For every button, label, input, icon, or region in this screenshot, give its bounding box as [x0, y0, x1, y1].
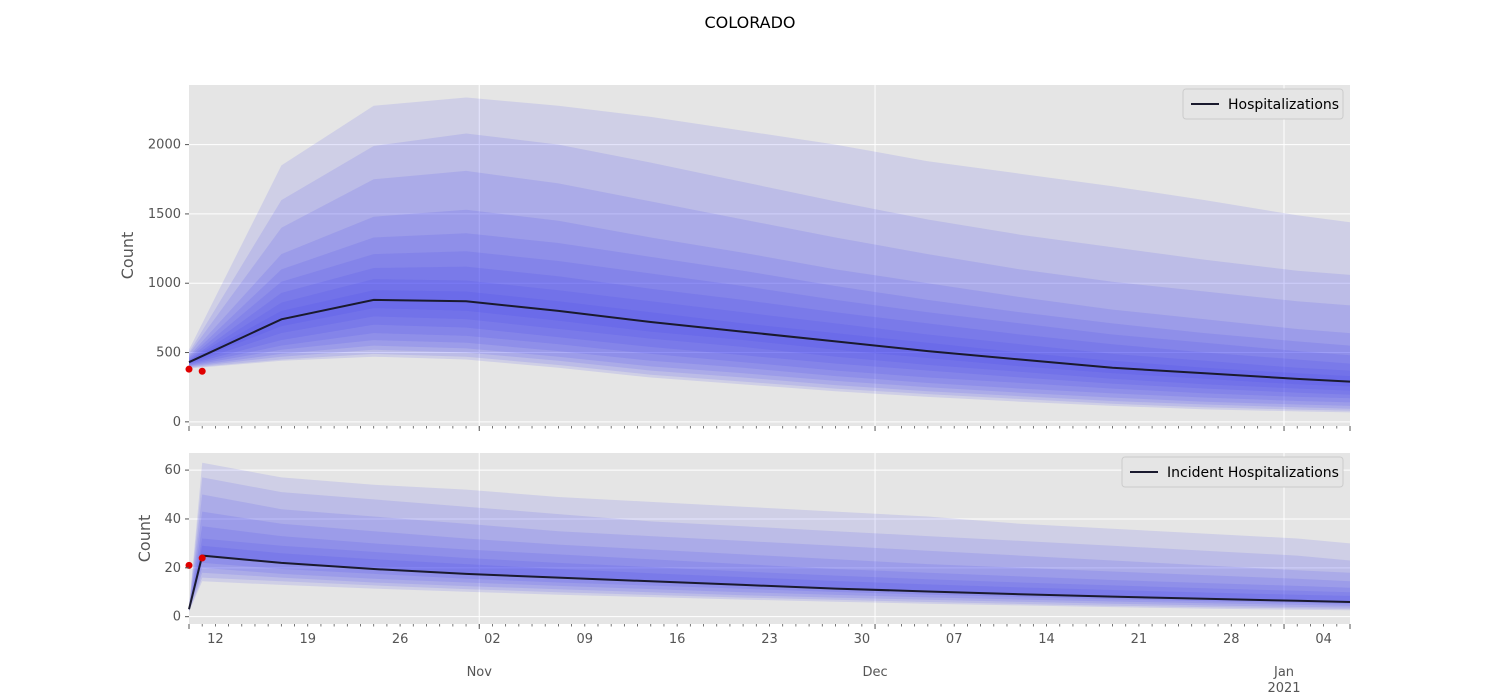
- hospitalizations-band-17: [189, 299, 1350, 413]
- x-day-tick-label-8: 07: [946, 632, 963, 647]
- incident-hospitalizations-band-9: [189, 555, 1350, 611]
- incident-hospitalizations-band-2: [189, 494, 1350, 610]
- figure-title: COLORADO: [704, 13, 795, 32]
- incident-hospitalizations-median-line: [188, 554, 1351, 610]
- hospitalizations-legend-box: [1182, 88, 1344, 120]
- x-day-tick-label-12: 04: [1315, 632, 1332, 647]
- hospitalizations-plot-area: [189, 85, 1350, 426]
- hospitalizations-band-2: [189, 170, 1350, 382]
- incident-hospitalizations-band-10: [189, 555, 1350, 612]
- hospitalizations-band-11: [189, 299, 1350, 395]
- hospitalizations-y-ticks: 0 500 1000 1500 2000: [148, 138, 189, 430]
- hospitalizations-band-6: [189, 266, 1350, 382]
- x-day-tick-label-9: 14: [1038, 632, 1055, 647]
- incident-hospitalizations-band-7: [189, 555, 1350, 610]
- hospitalizations-median-line: [188, 298, 1351, 383]
- x-year-tick-label-2: 2021: [1267, 681, 1300, 696]
- hospitalizations-band-9: [189, 299, 1350, 387]
- incident-hospitalizations-y-tick-label-3: 60: [164, 463, 181, 478]
- hospitalizations-observed-point-0: [185, 365, 193, 373]
- x-month-tick-label-1: Dec: [862, 665, 887, 680]
- x-day-tick-label-11: 28: [1223, 632, 1240, 647]
- hospitalizations-band-5: [189, 251, 1350, 382]
- incident-hospitalizations-band-5: [189, 538, 1350, 610]
- hospitalizations-band-4: [189, 233, 1350, 382]
- incident-hospitalizations-band-11: [189, 555, 1350, 612]
- x-day-tick-label-4: 09: [577, 632, 594, 647]
- hospitalizations-band-15: [189, 299, 1350, 409]
- hospitalizations-y-tick-label-4: 2000: [148, 138, 181, 153]
- incident-hospitalizations-observed-points: [185, 554, 206, 569]
- x-day-tick-label-1: 19: [299, 632, 316, 647]
- hospitalizations-legend-label: Hospitalizations: [1228, 97, 1339, 113]
- incident-hospitalizations-y-tick-label-0: 0: [173, 610, 181, 625]
- x-day-tick-label-7: 30: [854, 632, 871, 647]
- x-day-tick-label-10: 21: [1131, 632, 1148, 647]
- incident-hospitalizations-y-ticks: 0 20 40 60: [164, 463, 189, 625]
- x-day-tick-label-0: 12: [207, 632, 224, 647]
- x-month-tick-label-0: Nov: [467, 665, 493, 680]
- incident-hospitalizations-band-1: [189, 477, 1350, 610]
- hospitalizations-gridlines: [189, 85, 1350, 426]
- x-day-tick-label-6: 23: [761, 632, 778, 647]
- incident-hospitalizations-y-axis-label: Count: [135, 515, 154, 563]
- hospitalizations-band-3: [189, 209, 1350, 382]
- hospitalizations-panel: 0 500 1000 1500 2000 Count Hospitalizations: [118, 85, 1351, 431]
- incident-hospitalizations-band-8: [189, 555, 1350, 611]
- incident-hospitalizations-observed-point-1: [198, 554, 206, 562]
- x-day-tick-label-5: 16: [669, 632, 686, 647]
- hospitalizations-y-tick-label-0: 0: [173, 415, 181, 430]
- hospitalizations-observed-points: [185, 365, 206, 375]
- incident-hospitalizations-band-3: [189, 511, 1350, 610]
- x-day-tick-label-3: 02: [484, 632, 501, 647]
- incident-hospitalizations-y-tick-label-1: 20: [164, 561, 181, 576]
- hospitalizations-band-16: [189, 299, 1350, 411]
- hospitalizations-y-axis-label: Count: [118, 232, 137, 280]
- hospitalizations-quantile-bands: [189, 97, 1350, 413]
- incident-hospitalizations-observed-point-0: [185, 561, 193, 569]
- hospitalizations-band-14: [189, 299, 1350, 406]
- hospitalizations-observed-point-1: [198, 367, 206, 375]
- incident-hospitalizations-x-ticks: [188, 624, 1351, 629]
- hospitalizations-y-tick-label-2: 1000: [148, 276, 181, 291]
- incident-hospitalizations-legend-label: Incident Hospitalizations: [1167, 465, 1339, 481]
- hospitalizations-y-tick-label-3: 1500: [148, 207, 181, 222]
- hospitalizations-band-8: [189, 290, 1350, 382]
- hospitalizations-band-13: [189, 299, 1350, 403]
- hospitalizations-band-7: [189, 279, 1350, 382]
- x-month-tick-label-2: Jan: [1273, 665, 1294, 680]
- hospitalizations-y-tick-label-1: 500: [156, 346, 181, 361]
- incident-hospitalizations-legend: Incident Hospitalizations: [1121, 456, 1344, 488]
- hospitalizations-x-ticks: [188, 426, 1351, 431]
- incident-hospitalizations-band-4: [189, 526, 1350, 610]
- incident-hospitalizations-quantile-bands: [189, 462, 1350, 612]
- hospitalizations-band-12: [189, 299, 1350, 399]
- incident-hospitalizations-legend-box: [1121, 456, 1344, 488]
- hospitalizations-band-1: [189, 133, 1350, 382]
- incident-hospitalizations-panel: 0 20 40 60 Count Incident Hospitalizations: [135, 453, 1351, 629]
- x-day-tick-label-2: 26: [392, 632, 409, 647]
- hospitalizations-band-0: [189, 97, 1350, 382]
- incident-hospitalizations-band-6: [189, 545, 1350, 610]
- hospitalizations-band-10: [189, 299, 1350, 391]
- incident-hospitalizations-band-0: [189, 462, 1350, 610]
- incident-hospitalizations-y-tick-label-2: 40: [164, 512, 181, 527]
- hospitalizations-legend: Hospitalizations: [1182, 88, 1344, 120]
